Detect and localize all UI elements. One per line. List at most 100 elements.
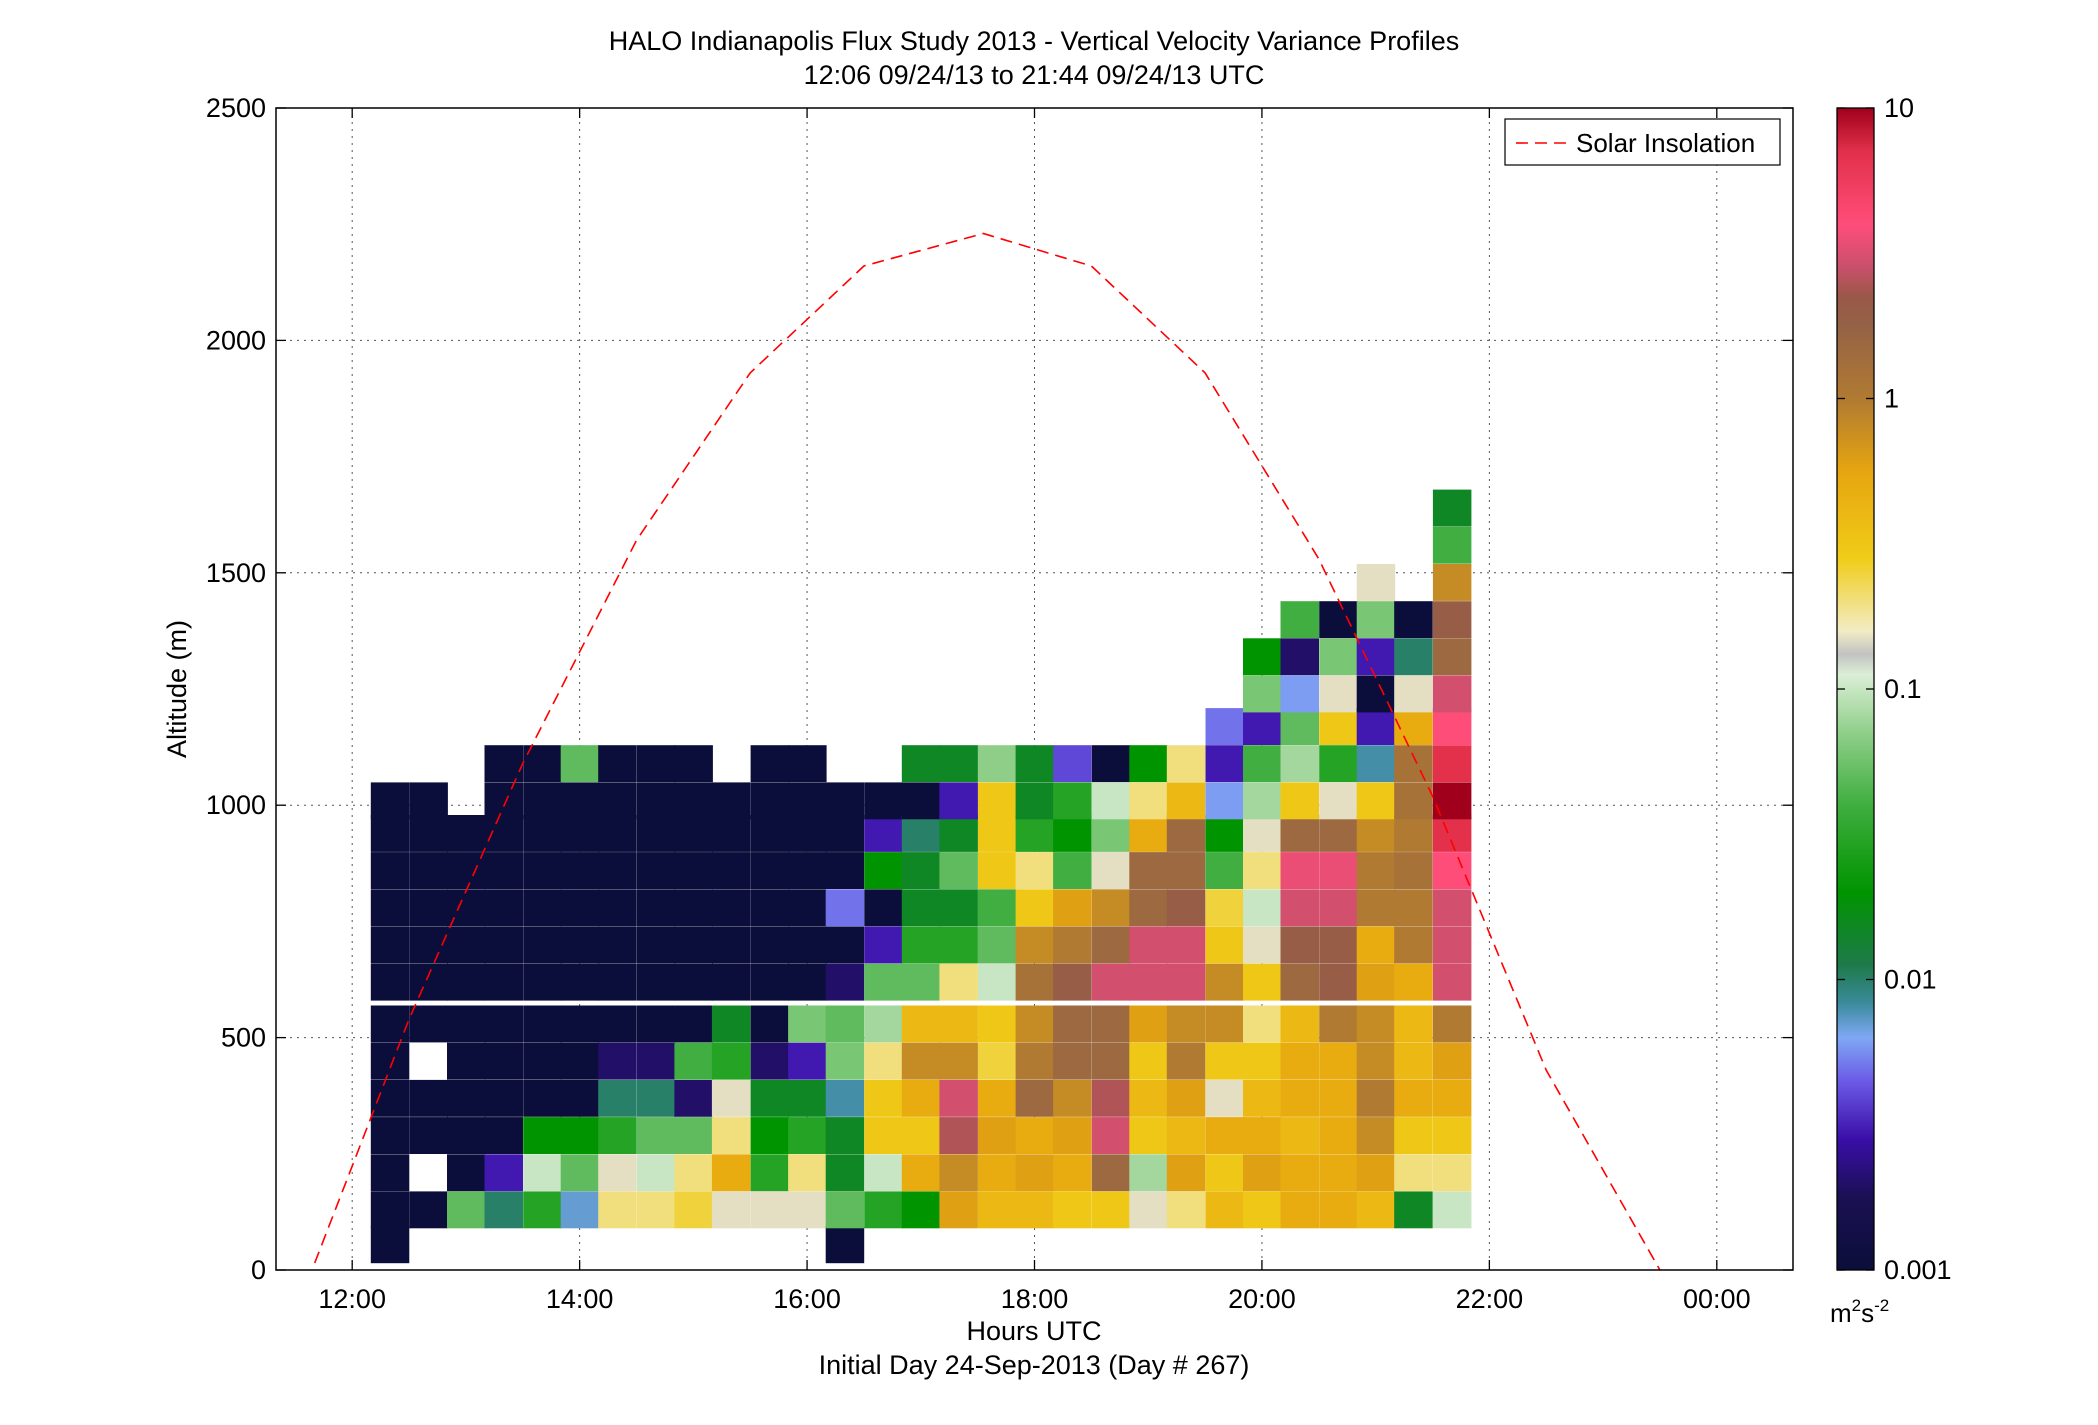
heatmap-cell	[1166, 1191, 1206, 1229]
heatmap-cell	[1280, 815, 1319, 852]
heatmap-cell	[560, 963, 600, 1001]
heatmap-cell	[484, 782, 523, 820]
heatmap-cell	[1356, 782, 1396, 820]
heatmap-cell	[1053, 1005, 1092, 1043]
heatmap-cell	[560, 852, 600, 889]
heatmap-cell	[978, 745, 1017, 783]
heatmap-cell	[939, 1005, 978, 1043]
heatmap-cell	[409, 782, 448, 820]
heatmap-cell	[409, 1191, 448, 1229]
heatmap-cell	[1015, 815, 1055, 852]
heatmap-cell	[1243, 1191, 1282, 1229]
heatmap-cell	[1129, 963, 1168, 1001]
heatmap-cell	[484, 852, 523, 889]
heatmap-cell	[523, 1079, 562, 1117]
heatmap-cell	[1280, 1042, 1319, 1080]
heatmap-cell	[939, 745, 978, 783]
heatmap-cell	[711, 889, 751, 927]
x-axis-label: Hours UTC	[966, 1316, 1101, 1346]
heatmap-cell	[484, 1079, 523, 1117]
solar-insolation-curve	[313, 232, 1661, 1270]
heatmap-cell	[484, 815, 523, 852]
heatmap-cell	[1319, 1042, 1358, 1080]
heatmap-cell	[1356, 601, 1396, 639]
heatmap-cell	[447, 1079, 486, 1117]
heatmap-cell	[370, 889, 410, 927]
heatmap-cell	[598, 782, 637, 820]
heatmap-cell	[1356, 1005, 1396, 1043]
heatmap-cell	[1280, 963, 1319, 1001]
heatmap-cell	[864, 815, 903, 852]
heatmap-cell	[409, 1117, 448, 1154]
heatmap-cell	[598, 815, 637, 852]
heatmap-cell	[825, 852, 865, 889]
heatmap-cell	[484, 1005, 523, 1043]
heatmap-cell	[1432, 708, 1472, 745]
heatmap-cell	[711, 963, 751, 1001]
colorbar-unit: m2s-2	[1830, 1296, 1889, 1328]
heatmap-cell	[1053, 745, 1092, 783]
heatmap-cell	[1319, 745, 1358, 783]
heatmap-cell	[825, 782, 865, 820]
heatmap-cell	[636, 852, 676, 889]
heatmap-cell	[1091, 926, 1131, 964]
x-tick-label: 20:00	[1228, 1284, 1296, 1314]
heatmap-cell	[1015, 745, 1055, 783]
legend-label-solar-insolation: Solar Insolation	[1576, 128, 1755, 158]
heatmap-cell	[1319, 889, 1358, 927]
heatmap-cell	[1166, 1117, 1206, 1154]
heatmap-cell	[1356, 1191, 1396, 1229]
heatmap-cell	[1053, 1154, 1092, 1192]
heatmap-cell	[978, 926, 1017, 964]
heatmap-cell	[1319, 963, 1358, 1001]
heatmap-cell	[1166, 1042, 1206, 1080]
heatmap-cell	[1205, 1191, 1244, 1229]
heatmap-cell	[1280, 1191, 1319, 1229]
heatmap-cell	[750, 1005, 790, 1043]
heatmap-cell	[1091, 1117, 1131, 1154]
heatmap-cell	[447, 1117, 486, 1154]
heatmap-cell	[1394, 815, 1433, 852]
heatmap-cell	[1129, 852, 1168, 889]
heatmap-cell	[901, 745, 941, 783]
heatmap-cell	[1205, 963, 1244, 1001]
heatmap-cell	[636, 745, 676, 783]
heatmap-cell	[484, 889, 523, 927]
heatmap-cell	[788, 1191, 827, 1229]
heatmap-cell	[1166, 926, 1206, 964]
heatmap-cell	[1243, 782, 1282, 820]
x-tick-label: 00:00	[1683, 1284, 1751, 1314]
heatmap-cell	[598, 852, 637, 889]
heatmap-cell	[788, 1005, 827, 1043]
heatmap-cell	[711, 815, 751, 852]
heatmap-cell	[750, 815, 790, 852]
heatmap-cell	[1015, 1005, 1055, 1043]
heatmap-cell	[825, 926, 865, 964]
heatmap-cell	[1394, 601, 1433, 639]
heatmap-cell	[750, 889, 790, 927]
chart-title: HALO Indianapolis Flux Study 2013 - Vert…	[609, 26, 1459, 56]
heatmap-cell	[523, 1117, 562, 1154]
heatmap-cell	[1205, 782, 1244, 820]
heatmap-cell	[1432, 815, 1472, 852]
heatmap-cell	[484, 1042, 523, 1080]
heatmap-cell	[1394, 1042, 1433, 1080]
heatmap-cell	[674, 1005, 713, 1043]
heatmap-cell	[370, 963, 410, 1001]
heatmap-cell	[1091, 1191, 1131, 1229]
heatmap-cell	[1356, 564, 1396, 601]
heatmap-cell	[1432, 489, 1472, 527]
heatmap-cell	[1319, 708, 1358, 745]
heatmap-cell	[1394, 889, 1433, 927]
heatmap-cell	[939, 782, 978, 820]
heatmap-cell	[978, 963, 1017, 1001]
heatmap-cell	[1091, 889, 1131, 927]
heatmap-cell	[939, 1154, 978, 1192]
heatmap-cell	[1091, 815, 1131, 852]
solar-insolation-line	[313, 232, 1661, 1270]
heatmap-cell	[560, 1191, 600, 1229]
heatmap-cell	[1091, 782, 1131, 820]
heatmap-cell	[788, 1079, 827, 1117]
heatmap-cell	[598, 1117, 637, 1154]
heatmap-cell	[1053, 963, 1092, 1001]
